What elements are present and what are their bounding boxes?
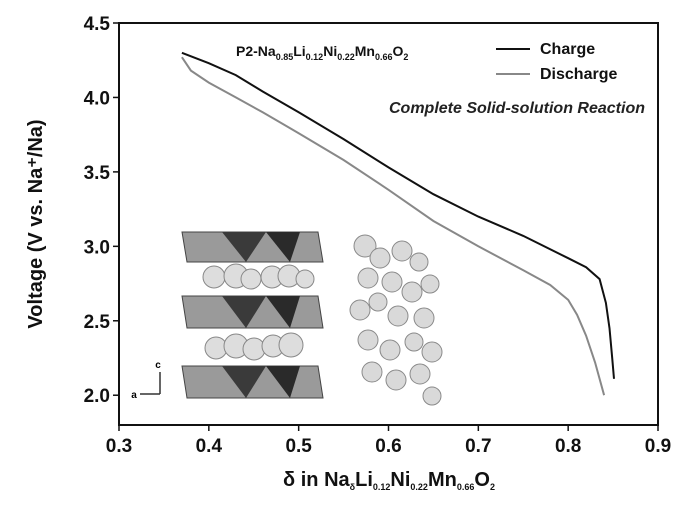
y-tick-label: 3.5: [84, 163, 111, 184]
y-tick-label: 2.5: [84, 312, 111, 333]
crystal-structure-inset: [140, 231, 443, 406]
series-line-charge: [181, 51, 615, 379]
x-tick-label: 0.8: [555, 436, 581, 457]
axis-label-a: a: [131, 390, 137, 401]
plot-frame: [118, 22, 659, 426]
y-tick-label: 2.0: [84, 386, 110, 407]
layered-structure-illustration: [140, 231, 324, 399]
x-axis-title: δ in NaδLi0.12Ni0.22Mn0.66O2: [283, 469, 495, 492]
x-tick-label: 0.7: [465, 436, 491, 457]
y-tick-label: 4.0: [84, 88, 110, 109]
sodium-cluster-illustration: [349, 234, 443, 406]
axis-label-c: c: [155, 360, 161, 371]
series-line-discharge: [181, 56, 606, 396]
y-tick-label: 4.5: [84, 14, 111, 35]
material-formula: P2-Na0.85Li0.12Ni0.22Mn0.66O2: [236, 43, 408, 62]
legend-label-charge: Charge: [540, 41, 595, 58]
x-tick-label: 0.6: [375, 436, 401, 457]
x-tick-label: 0.9: [645, 436, 671, 457]
y-axis-title: Voltage (V vs. Na⁺/Na): [25, 119, 47, 328]
x-tick-label: 0.3: [106, 436, 132, 457]
legend-label-discharge: Discharge: [540, 66, 617, 83]
x-tick-label: 0.5: [285, 436, 312, 457]
y-tick-label: 3.0: [84, 237, 110, 258]
annotation-reaction: Complete Solid-solution Reaction: [389, 100, 645, 117]
x-tick-label: 0.4: [196, 436, 223, 457]
